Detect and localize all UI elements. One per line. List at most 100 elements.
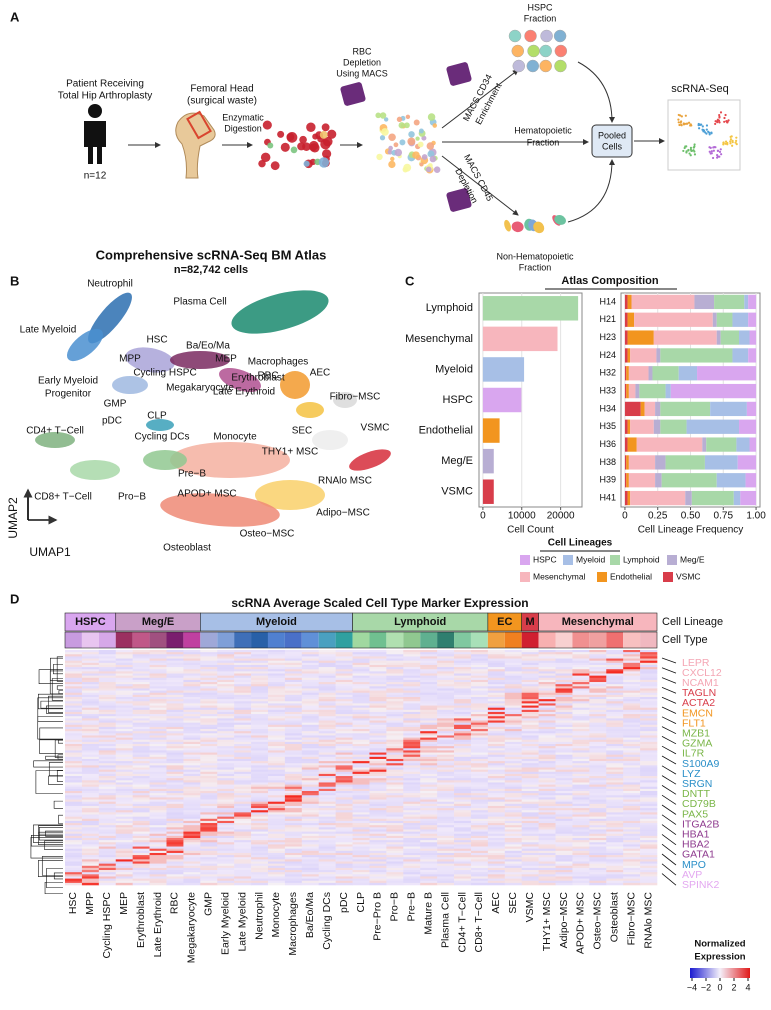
heat-cell <box>132 820 150 824</box>
heat-cell <box>267 761 286 764</box>
heat-cell <box>352 726 370 730</box>
hspc-cell <box>553 29 567 43</box>
heat-cell <box>487 652 506 655</box>
heat-cell <box>267 737 286 741</box>
heat-cell <box>318 803 336 807</box>
heat-cell <box>572 810 590 813</box>
heat-cell <box>470 778 489 781</box>
heat-cell <box>200 746 218 749</box>
bar-segment <box>624 473 627 488</box>
heat-cell <box>606 652 624 655</box>
heat-cell <box>267 741 286 745</box>
heat-cell <box>115 872 133 875</box>
heat-cell <box>217 852 235 856</box>
heat-cell <box>572 688 590 691</box>
heat-cell <box>318 720 336 723</box>
heat-cell <box>369 829 387 832</box>
heat-cell <box>606 771 624 775</box>
heat-cell <box>403 799 421 802</box>
heat-cell <box>81 872 100 875</box>
heat-cell <box>403 818 421 822</box>
heat-cell <box>267 861 286 864</box>
heat-cell <box>81 662 100 666</box>
column-label: CD4+ T−Cell <box>456 892 468 953</box>
heat-cell <box>470 726 489 730</box>
heat-cell <box>420 852 438 856</box>
heat-cell <box>81 735 100 738</box>
heat-cell <box>454 823 472 826</box>
heat-cell <box>335 688 353 691</box>
heat-cell <box>623 752 641 755</box>
heat-cell <box>166 669 184 672</box>
dendrogram <box>38 669 63 685</box>
heat-cell <box>504 679 522 683</box>
heat-cell <box>521 709 539 713</box>
cell <box>388 145 393 151</box>
heat-cell <box>217 697 235 700</box>
scrna-dot <box>724 113 727 117</box>
heat-cell <box>437 752 455 755</box>
heat-cell <box>267 767 286 770</box>
heat-cell <box>623 652 641 655</box>
heat-cell <box>65 844 83 847</box>
heat-cell <box>166 788 184 792</box>
heat-cell <box>284 840 303 843</box>
heat-cell <box>98 861 117 864</box>
heat-cell <box>606 669 624 672</box>
heat-cell <box>623 859 641 862</box>
heat-cell <box>538 737 556 741</box>
heat-cell <box>284 855 303 858</box>
heat-cell <box>454 876 472 879</box>
heat-cell <box>301 861 320 864</box>
heat-cell <box>454 825 472 828</box>
heat-cell <box>166 855 184 858</box>
heat-cell <box>166 714 184 717</box>
heat-cell <box>81 801 100 805</box>
heat-cell <box>149 686 167 689</box>
heat-cell <box>267 782 286 785</box>
heat-cell <box>65 780 83 783</box>
heat-cell <box>352 863 370 867</box>
heat-cell <box>65 818 83 822</box>
column-label: Monocyte <box>270 892 282 938</box>
heat-cell <box>65 679 83 683</box>
heat-cell <box>403 842 421 845</box>
heat-cell <box>606 786 624 790</box>
heat-cell <box>420 752 438 755</box>
heat-cell <box>284 870 303 873</box>
heat-cell <box>420 746 438 749</box>
heat-cell <box>149 735 167 738</box>
heat-cell <box>606 784 624 788</box>
heat-cell <box>115 855 133 858</box>
heat-cell <box>572 763 590 766</box>
bar-segment <box>653 419 661 434</box>
heat-cell <box>318 823 336 826</box>
heat-cell <box>437 876 455 879</box>
heat-cell <box>454 840 472 843</box>
heat-cell <box>369 805 387 809</box>
heat-cell <box>65 803 83 807</box>
heat-cell <box>81 835 100 839</box>
heat-cell <box>200 870 218 873</box>
heat-cell <box>470 763 489 766</box>
heat-cell <box>183 867 201 871</box>
column-label: GMP <box>203 892 215 916</box>
heat-cell <box>217 692 235 696</box>
heat-cell <box>504 848 522 852</box>
heat-cell <box>606 716 624 719</box>
heat-cell <box>386 662 404 666</box>
y-tick-label: H21 <box>599 314 616 324</box>
heat-cell <box>454 848 472 852</box>
bar-segment <box>716 330 721 345</box>
heat-cell <box>318 861 336 864</box>
heat-cell <box>132 876 150 879</box>
heat-cell <box>301 799 320 802</box>
heat-cell <box>521 692 539 696</box>
heat-cell <box>98 803 117 807</box>
bar-segment <box>716 473 746 488</box>
heat-cell <box>352 682 370 685</box>
heat-cell <box>623 718 641 721</box>
heat-cell <box>437 805 455 809</box>
heat-cell <box>267 882 286 886</box>
heat-cell <box>487 880 506 884</box>
